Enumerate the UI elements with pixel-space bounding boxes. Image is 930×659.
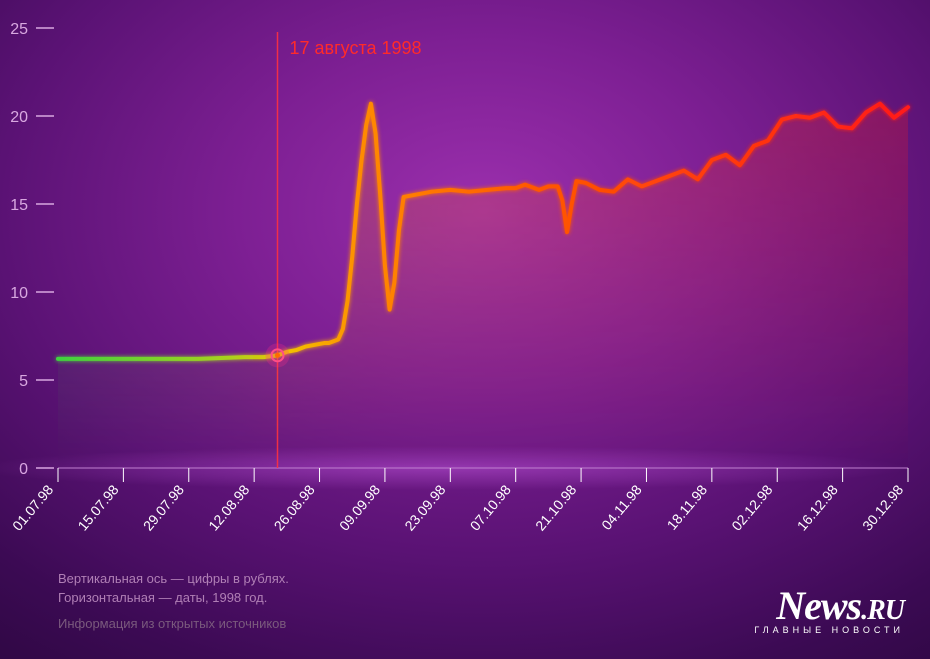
chart-svg: 051015202501.07.9815.07.9829.07.9812.08.… (0, 0, 930, 659)
logo-wordmark: News.RU (754, 582, 904, 629)
event-marker-dot (275, 353, 280, 358)
logo-suffix: .RU (861, 595, 904, 626)
site-logo: News.RU ГЛАВНЫЕ НОВОСТИ (754, 582, 904, 635)
y-tick-label: 20 (10, 109, 28, 126)
y-tick-label: 10 (10, 285, 28, 302)
chart-footer: Вертикальная ось — цифры в рублях. Гориз… (58, 569, 289, 634)
data-source: Информация из открытых источников (58, 614, 289, 634)
y-tick-label: 5 (19, 373, 28, 390)
event-label: 17 августа 1998 (290, 38, 422, 58)
logo-tagline: ГЛАВНЫЕ НОВОСТИ (754, 625, 904, 635)
y-tick-label: 15 (10, 197, 28, 214)
chart-root: 051015202501.07.9815.07.9829.07.9812.08.… (0, 0, 930, 659)
y-tick-label: 25 (10, 21, 28, 38)
y-axis-caption: Вертикальная ось — цифры в рублях. (58, 569, 289, 589)
x-axis-caption: Горизонтальная — даты, 1998 год. (58, 588, 289, 608)
logo-brand: News (776, 583, 861, 628)
